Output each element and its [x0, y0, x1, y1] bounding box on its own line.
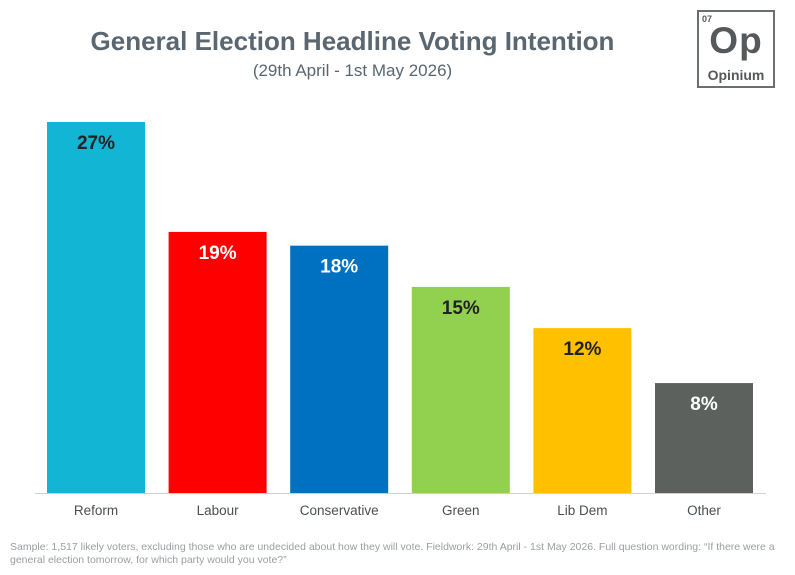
logo-symbol: Op [709, 20, 763, 61]
bar-labour [168, 231, 267, 494]
bar-lib-dem [533, 328, 632, 493]
x-tick-label: Conservative [300, 503, 379, 518]
data-label: 19% [199, 243, 237, 264]
opinium-logo: 07 Op Opinium [697, 10, 775, 88]
data-label: 12% [563, 339, 601, 360]
x-tick-label: Labour [197, 503, 240, 518]
chart-title: General Election Headline Voting Intenti… [90, 26, 615, 56]
bar-conservative [290, 245, 389, 493]
logo-number: 07 [702, 14, 713, 24]
data-label: 18% [320, 257, 358, 278]
footnote: Sample: 1,517 likely voters, excluding t… [10, 541, 775, 566]
chart-subtitle: (29th April - 1st May 2026) [252, 61, 453, 80]
x-tick-label: Reform [74, 503, 118, 518]
bar-chart: 27% Reform 19% Labour 18% Conservative 15% Gree… [35, 122, 766, 518]
data-label: 27% [77, 133, 115, 154]
bar-reform [47, 122, 145, 493]
x-tick-label: Green [442, 503, 480, 518]
logo-word: Opinium [707, 67, 765, 83]
x-tick-label: Lib Dem [557, 503, 607, 518]
bar-green [411, 286, 510, 493]
x-tick-label: Other [687, 503, 721, 518]
data-label: 15% [442, 298, 480, 319]
bar-other [655, 383, 753, 493]
data-label: 8% [690, 394, 718, 415]
